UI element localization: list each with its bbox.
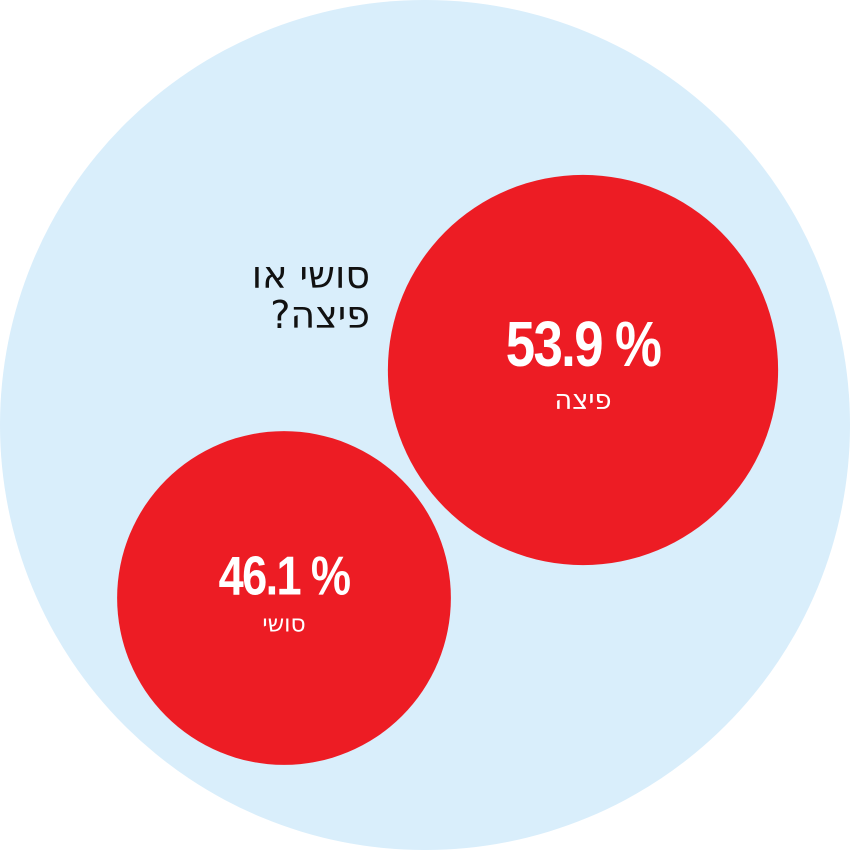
category-label: פיצה [554,385,611,416]
bubble [387,174,779,566]
category-label: סושי [262,609,305,637]
value-label: 46.1 % [219,544,351,606]
chart-title: סושי או פיצה? [251,253,370,337]
bubble [117,431,451,765]
value-label: 53.9 % [506,309,661,380]
